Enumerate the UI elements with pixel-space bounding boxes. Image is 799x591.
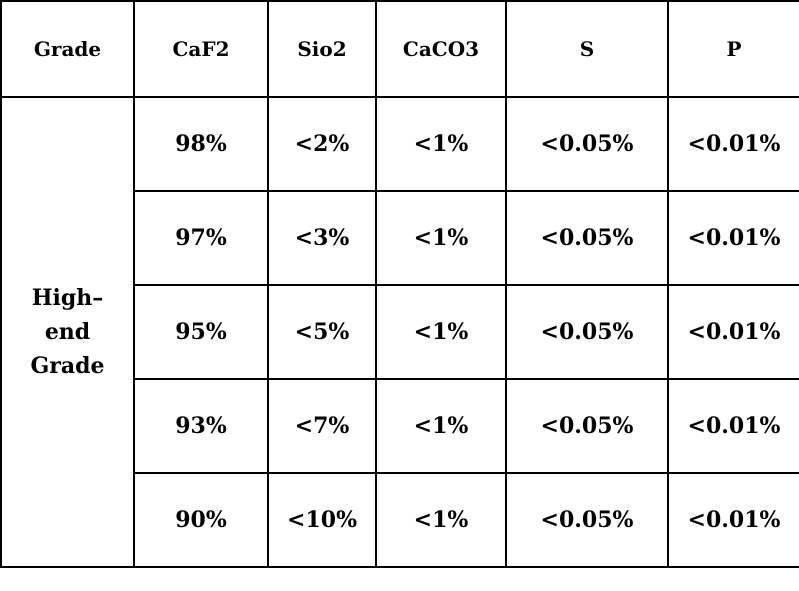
cell-sio2: <2% xyxy=(267,96,377,192)
cell-caf2: 97% xyxy=(133,190,269,286)
cell-sio2: <10% xyxy=(267,472,377,568)
grade-label-line: end xyxy=(44,318,91,345)
cell-caco3: <1% xyxy=(375,96,507,192)
cell-p: <0.01% xyxy=(667,190,799,286)
header-p: P xyxy=(667,0,799,98)
cell-caco3: <1% xyxy=(375,284,507,380)
cell-s: <0.05% xyxy=(505,284,669,380)
table-row: 95% <5% <1% <0.05% <0.01% xyxy=(1,284,799,380)
table-row: 97% <3% <1% <0.05% <0.01% xyxy=(1,190,799,286)
cell-caco3: <1% xyxy=(375,472,507,568)
cell-s: <0.05% xyxy=(505,472,669,568)
header-caco3: CaCO3 xyxy=(375,0,507,98)
cell-s: <0.05% xyxy=(505,378,669,474)
table-row: 93% <7% <1% <0.05% <0.01% xyxy=(1,378,799,474)
cell-p: <0.01% xyxy=(667,96,799,192)
grade-cell: High– end Grade xyxy=(0,96,135,568)
cell-p: <0.01% xyxy=(667,378,799,474)
table-row: High– end Grade 98% <2% <1% <0.05% <0.01… xyxy=(0,96,799,568)
cell-s: <0.05% xyxy=(505,190,669,286)
cell-sio2: <3% xyxy=(267,190,377,286)
cell-caf2: 98% xyxy=(133,96,269,192)
header-sio2: Sio2 xyxy=(267,0,377,98)
cell-sio2: <5% xyxy=(267,284,377,380)
cell-p: <0.01% xyxy=(667,472,799,568)
specification-table: Grade CaF2 Sio2 CaCO3 S P High– end Grad… xyxy=(0,0,799,568)
header-grade: Grade xyxy=(0,0,135,98)
cell-caf2: 95% xyxy=(133,284,269,380)
grade-label-line: High– xyxy=(31,284,104,311)
grade-label-line: Grade xyxy=(30,353,105,380)
cell-s: <0.05% xyxy=(505,96,669,192)
cell-caf2: 90% xyxy=(133,472,269,568)
cell-caco3: <1% xyxy=(375,190,507,286)
header-s: S xyxy=(505,0,669,98)
header-caf2: CaF2 xyxy=(133,0,269,98)
cell-caco3: <1% xyxy=(375,378,507,474)
cell-sio2: <7% xyxy=(267,378,377,474)
header-row: Grade CaF2 Sio2 CaCO3 S P xyxy=(0,0,799,98)
cell-caf2: 93% xyxy=(133,378,269,474)
table-row: 90% <10% <1% <0.05% <0.01% xyxy=(1,472,799,568)
cell-p: <0.01% xyxy=(667,284,799,380)
